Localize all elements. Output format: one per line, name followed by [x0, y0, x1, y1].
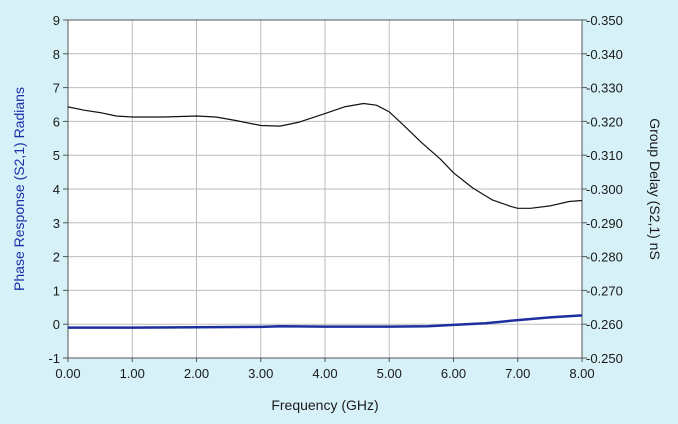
x-tick-label: 3.00 [248, 366, 273, 381]
right-tick-label: -0.320 [586, 114, 623, 129]
group-delay-line [67, 102, 583, 209]
right-tick-label: -0.260 [586, 317, 623, 332]
left-tick-label: 8 [53, 47, 60, 62]
series-group [67, 102, 583, 329]
x-tick-label: 0.00 [55, 366, 80, 381]
left-tick-label: 0 [53, 317, 60, 332]
right-tick-label: -0.340 [586, 47, 623, 62]
right-tick-label: -0.310 [586, 148, 623, 163]
left-tick-label: 6 [53, 114, 60, 129]
right-tick-label: -0.250 [586, 351, 623, 366]
right-tick-label: -0.280 [586, 250, 623, 265]
x-axis-title: Frequency (GHz) [271, 397, 378, 413]
x-tick-label: 1.00 [120, 366, 145, 381]
left-tick-label: 5 [53, 148, 60, 163]
left-axis-title: Phase Response (S2,1) Radians [11, 87, 27, 291]
phase-response-line [68, 314, 583, 329]
x-tick-label: 5.00 [377, 366, 402, 381]
right-tick-label: -0.300 [586, 182, 623, 197]
tick-labels: 0.00 1.00 2.00 3.00 4.00 5.00 6.00 7.00 8.00 -1 -0… [48, 13, 622, 381]
axes [63, 19, 587, 362]
left-tick-label: 4 [53, 182, 60, 197]
left-tick-label: -1 [48, 351, 60, 366]
right-tick-label: -0.270 [586, 283, 623, 298]
right-tick-label: -0.290 [586, 216, 623, 231]
right-axis-title: Group Delay (S2,1) nS [647, 118, 663, 260]
x-tick-label: 6.00 [441, 366, 466, 381]
left-tick-label: 3 [53, 216, 60, 231]
x-tick-label: 8.00 [569, 366, 594, 381]
right-tick-label: -0.350 [586, 13, 623, 28]
left-tick-label: 9 [53, 13, 60, 28]
x-tick-label: 4.00 [312, 366, 337, 381]
left-tick-label: 2 [53, 250, 60, 265]
right-tick-label: -0.330 [586, 81, 623, 96]
left-tick-label: 1 [53, 283, 60, 298]
x-tick-label: 2.00 [184, 366, 209, 381]
left-tick-label: 7 [53, 81, 60, 96]
x-tick-label: 7.00 [505, 366, 530, 381]
plot-border [67, 19, 583, 359]
